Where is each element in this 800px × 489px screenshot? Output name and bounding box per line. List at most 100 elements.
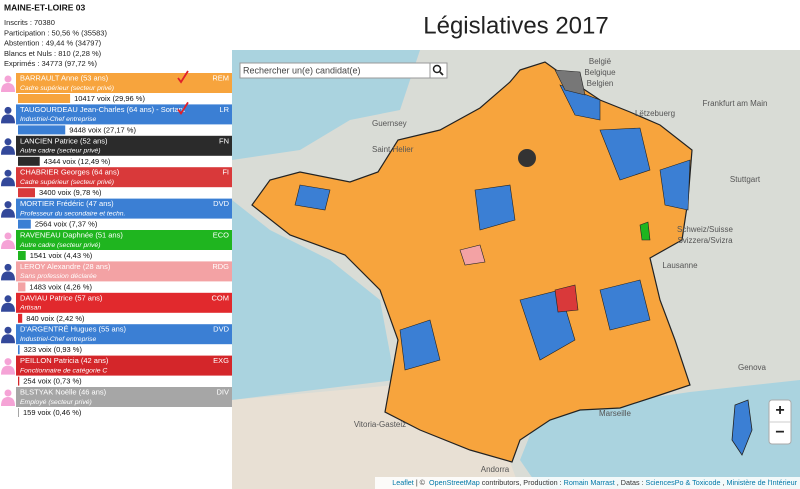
candidate[interactable]: BARRAULT Anne (53 ans) REM Cadre supérieur… bbox=[1, 70, 232, 103]
candidate-header bbox=[16, 387, 232, 407]
candidate[interactable]: MORTIER Frédéric (47 ans) DVD Professeur d… bbox=[1, 198, 232, 229]
candidate[interactable]: CHABRIER Georges (64 ans) FI Cadre supérie… bbox=[1, 167, 232, 198]
candidate-party: LR bbox=[219, 105, 229, 114]
avatar bbox=[1, 177, 15, 187]
candidate-party: FN bbox=[219, 136, 229, 145]
candidate-job: Sans profession déclarée bbox=[20, 273, 97, 280]
candidate-job: Cadre supérieur (secteur privé) bbox=[20, 85, 114, 92]
attribution-text: | © bbox=[416, 478, 427, 487]
candidate[interactable]: BLSTYAK Noëlle (46 ans) DIV Employé (secte… bbox=[1, 387, 232, 417]
candidate-party: DIV bbox=[216, 387, 229, 396]
candidate-job: Fonctionnaire de catégorie C bbox=[20, 367, 107, 374]
vote-label: 254 voix (0,73 %) bbox=[23, 377, 82, 386]
panel-title: MAINE-ET-LOIRE 03 bbox=[4, 2, 86, 12]
attribution-link[interactable]: SciencesPo & Toxicode bbox=[646, 478, 721, 487]
vote-label: 3400 voix (9,78 %) bbox=[39, 188, 102, 197]
vote-label: 1541 voix (4,43 %) bbox=[30, 251, 93, 260]
district bbox=[554, 69, 586, 96]
attribution-link[interactable]: Romain Marrast bbox=[564, 478, 615, 487]
vote-bar bbox=[18, 408, 19, 417]
map-label: Guernsey bbox=[372, 119, 407, 128]
candidate-header bbox=[16, 355, 232, 376]
vote-label: 159 voix (0,46 %) bbox=[23, 408, 82, 417]
avatar bbox=[4, 389, 12, 397]
vote-bar bbox=[18, 188, 35, 198]
avatar bbox=[1, 208, 15, 218]
candidate-party: DVD bbox=[213, 199, 229, 208]
search-placeholder: Rechercher un(e) candidat(e) bbox=[243, 65, 361, 75]
candidate-party: COM bbox=[212, 293, 230, 302]
qualified-check bbox=[177, 70, 189, 84]
candidate-job: Cadre supérieur (secteur privé) bbox=[20, 179, 114, 186]
candidate-name: MORTIER Frédéric (47 ans) bbox=[20, 199, 114, 208]
candidate-party: REM bbox=[212, 73, 229, 82]
map-label: België bbox=[589, 57, 612, 66]
candidate-header bbox=[16, 261, 232, 282]
vote-label: 9448 voix (27,17 %) bbox=[69, 125, 136, 134]
avatar bbox=[4, 106, 12, 114]
candidate-name: LEROY Alexandre (28 ans) bbox=[20, 262, 111, 271]
candidate[interactable]: D'ARGENTRÉ Hugues (55 ans) DVD Industriel-… bbox=[1, 324, 232, 355]
candidate-header bbox=[16, 167, 232, 188]
candidate-header bbox=[16, 135, 232, 156]
candidate-job: Artisan bbox=[19, 305, 41, 312]
vote-label: 323 voix (0,93 %) bbox=[24, 345, 83, 354]
candidate-header bbox=[16, 230, 232, 250]
vote-label: 840 voix (2,42 %) bbox=[26, 314, 85, 323]
vote-bar bbox=[18, 156, 40, 166]
district bbox=[554, 284, 579, 313]
attribution-link[interactable]: OpenStreetMap bbox=[429, 478, 480, 487]
map-label: Marseille bbox=[599, 409, 632, 418]
zoom-out[interactable]: − bbox=[775, 424, 784, 441]
candidate[interactable]: LEROY Alexandre (28 ans) RDG Sans professi… bbox=[1, 261, 232, 292]
district bbox=[639, 221, 651, 241]
vote-label: 2564 voix (7,37 %) bbox=[35, 220, 98, 229]
candidate[interactable]: TAUGOURDEAU Jean-Charles (64 ans) - Sort… bbox=[1, 101, 232, 135]
candidate-party: EXG bbox=[213, 356, 229, 365]
map-label: Vitoria-Gasteiz bbox=[354, 420, 406, 429]
attribution: Leaflet | © OpenStreetMap contributors, Pr… bbox=[392, 478, 797, 487]
avatar bbox=[4, 358, 12, 366]
candidate-job: Industriel-Chef entreprise bbox=[20, 336, 97, 343]
avatar bbox=[1, 365, 15, 375]
avatar bbox=[1, 397, 15, 406]
vote-bar bbox=[18, 219, 31, 229]
candidate-name: LANCIEN Patrice (52 ans) bbox=[20, 136, 108, 145]
candidate-header bbox=[16, 198, 232, 219]
avatar bbox=[4, 263, 12, 271]
map-label: Lausanne bbox=[662, 261, 698, 270]
avatar bbox=[4, 169, 12, 177]
candidate-job: Autre cadre (secteur privé) bbox=[19, 242, 100, 249]
avatar bbox=[1, 334, 15, 344]
vote-bar bbox=[18, 376, 20, 386]
avatar bbox=[1, 271, 15, 281]
district bbox=[294, 184, 331, 211]
district bbox=[474, 184, 516, 231]
qualified-check bbox=[177, 101, 189, 115]
attribution-link[interactable]: Leaflet bbox=[392, 478, 414, 487]
district bbox=[459, 244, 486, 266]
candidate[interactable]: PEILLON Patricia (42 ans) EXG Fonctionnair… bbox=[1, 355, 232, 386]
vote-label: 10417 voix (29,96 %) bbox=[74, 94, 145, 103]
map-label: Schweiz/Suisse bbox=[677, 225, 734, 234]
avatar bbox=[4, 138, 12, 146]
avatar bbox=[4, 326, 12, 334]
avatar bbox=[4, 201, 12, 209]
candidate[interactable]: DAVIAU Patrice (57 ans) COM Artisan 840 voi… bbox=[1, 292, 232, 323]
zoom-in[interactable]: + bbox=[775, 402, 784, 419]
attribution-link[interactable]: Ministère de l'Intérieur bbox=[727, 478, 798, 487]
map-label: Frankfurt am Main bbox=[703, 99, 768, 108]
candidate[interactable]: LANCIEN Patrice (52 ans) FN Autre cadre (s… bbox=[1, 135, 232, 166]
candidate-job: Autre cadre (secteur privé) bbox=[19, 148, 100, 155]
candidate-job: Professeur du secondaire et techn. bbox=[20, 210, 126, 217]
sea bbox=[232, 200, 395, 400]
avatar bbox=[1, 240, 15, 249]
candidate-name: RAVENEAU Daphnée (51 ans) bbox=[20, 230, 123, 239]
map-title: Législatives 2017 bbox=[423, 12, 608, 39]
attribution-text: , Datas : bbox=[617, 478, 644, 487]
candidate[interactable]: RAVENEAU Daphnée (51 ans) ECO Autre cadre … bbox=[1, 230, 232, 260]
candidate-party: FI bbox=[222, 168, 229, 177]
district bbox=[559, 84, 601, 121]
stat-line: Participation : 50,56 % (35583) bbox=[4, 28, 107, 37]
candidate-header bbox=[16, 324, 232, 345]
